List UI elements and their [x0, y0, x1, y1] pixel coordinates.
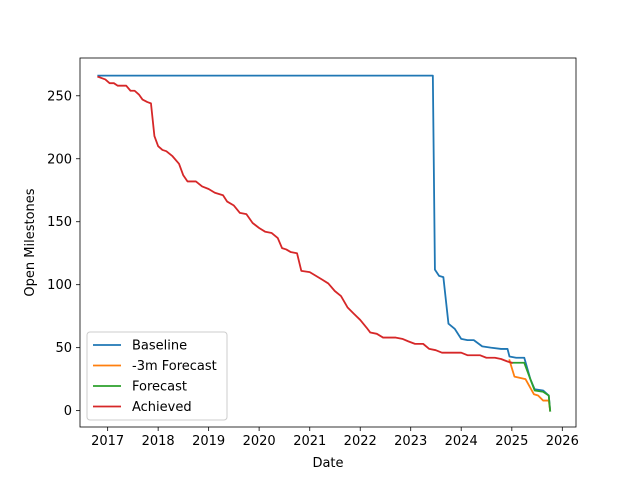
x-tick-label: 2017	[91, 434, 124, 449]
plot-frame	[79, 57, 577, 428]
x-tick-label: 2019	[192, 434, 225, 449]
x-tick-label: 2026	[546, 434, 579, 449]
y-axis-label: Open Milestones	[23, 188, 38, 296]
x-axis-label: Date	[312, 456, 343, 471]
series-line-2	[510, 361, 552, 412]
x-tick-label: 2023	[394, 434, 427, 449]
y-tick-label: 250	[47, 89, 72, 104]
x-tick-label: 2025	[495, 434, 528, 449]
legend-label: Forecast	[132, 380, 187, 395]
series-layer	[97, 74, 552, 412]
x-axis-ticks: 2017 2018 2019 2020 2021 2022 2023 2024 2025 2026	[91, 427, 579, 449]
legend-label: Achieved	[132, 400, 192, 415]
legend-frame	[86, 331, 228, 421]
y-tick-label: 100	[47, 278, 72, 293]
y-axis-ticks: 0 50 100 150 200 250	[47, 89, 80, 419]
x-tick-label: 2022	[344, 434, 377, 449]
x-tick-label: 2021	[293, 434, 326, 449]
series-line-3	[97, 75, 513, 364]
y-tick-label: 200	[47, 152, 72, 167]
legend-label: Baseline	[132, 339, 187, 354]
y-tick-label: 50	[55, 341, 72, 356]
y-tick-label: 150	[47, 215, 72, 230]
legend: Baseline -3m Forecast Forecast Achieved	[86, 331, 228, 421]
legend-label: -3m Forecast	[132, 359, 217, 374]
x-tick-label: 2020	[243, 434, 276, 449]
y-tick-label: 0	[64, 404, 72, 419]
x-tick-label: 2024	[445, 434, 478, 449]
series-line-1	[508, 359, 552, 412]
x-tick-label: 2018	[142, 434, 175, 449]
